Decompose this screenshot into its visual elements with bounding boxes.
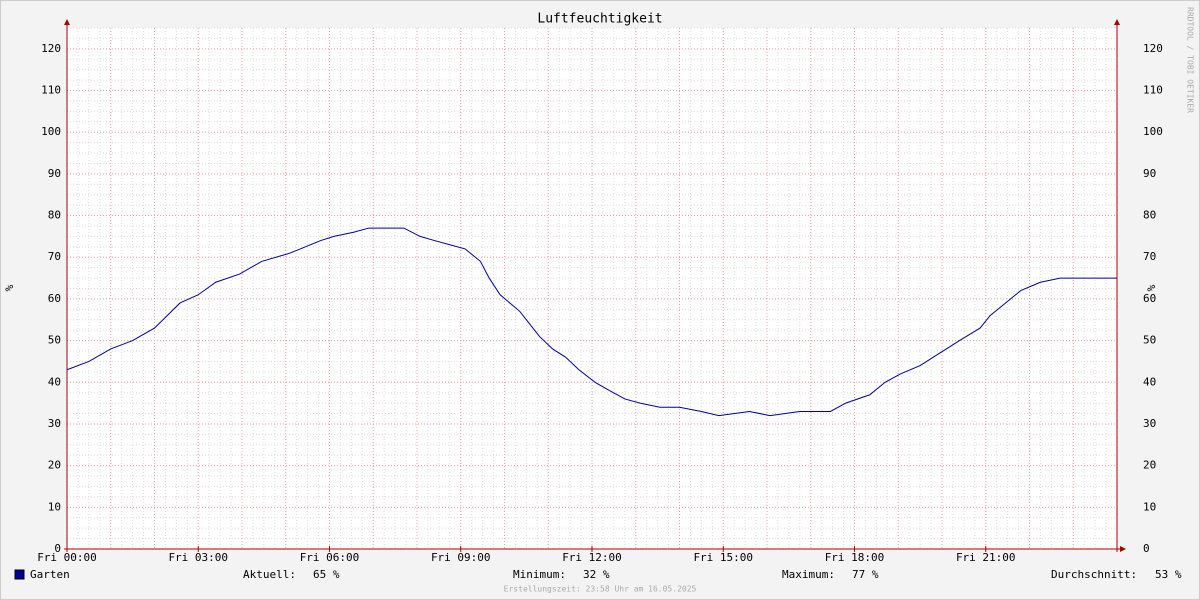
y-tick-label: 80 [48, 209, 61, 222]
x-tick-label: Fri 03:00 [168, 551, 228, 564]
y-tick-label: 30 [48, 417, 61, 430]
y-tick-label-right: 10 [1143, 500, 1156, 513]
y-tick-label-right: 110 [1143, 84, 1163, 97]
x-tick-label: Fri 09:00 [431, 551, 491, 564]
y-tick-label: 60 [48, 292, 61, 305]
y-tick-label-right: 70 [1143, 250, 1156, 263]
footer: Erstellungszeit: 23:58 Uhr am 16.05.2025 [504, 585, 697, 594]
y-tick-label-right: 100 [1143, 125, 1163, 138]
legend-entry: Garten [30, 568, 70, 581]
watermark: RRDTOOL / TOBI OETIKER [1186, 7, 1195, 113]
y-tick-label: 20 [48, 459, 61, 472]
y-tick-label-right: 50 [1143, 334, 1156, 347]
y-tick-label: 10 [48, 500, 61, 513]
stat-label: Maximum: [782, 568, 835, 581]
y-tick-label: 100 [41, 125, 61, 138]
y-tick-label-right: 30 [1143, 417, 1156, 430]
stat-value: 65 % [313, 568, 340, 581]
y-tick-label-right: 40 [1143, 375, 1156, 388]
x-tick-label: Fri 12:00 [562, 551, 622, 564]
grid [66, 27, 1118, 552]
y-tick-label-right: 120 [1143, 42, 1163, 55]
stat-label: Minimum: [513, 568, 566, 581]
y-tick-label: 90 [48, 167, 61, 180]
stat-value: 77 % [852, 568, 879, 581]
y-tick-label: 40 [48, 375, 61, 388]
y-tick-label: 70 [48, 250, 61, 263]
legend-swatch [14, 569, 25, 580]
x-tick-label: Fri 21:00 [956, 551, 1016, 564]
y-tick-label-right: 80 [1143, 209, 1156, 222]
y-tick-label-right: 90 [1143, 167, 1156, 180]
axis-arrow [1120, 546, 1126, 552]
x-tick-label: Fri 15:00 [693, 551, 753, 564]
stat-label: Durchschnitt: [1051, 568, 1137, 581]
x-tick-label: Fri 00:00 [37, 551, 97, 564]
axis-arrow [1114, 19, 1120, 25]
stat-value: 32 % [583, 568, 610, 581]
y-tick-label: 50 [48, 334, 61, 347]
y-tick-label-right: 0 [1143, 542, 1150, 555]
stat-value: 53 % [1155, 568, 1182, 581]
y-tick-label: 0 [54, 542, 61, 555]
x-tick-label: Fri 06:00 [300, 551, 360, 564]
axis-arrow [64, 19, 70, 25]
data-line [66, 227, 1117, 417]
y-tick-label-right: 60 [1143, 292, 1156, 305]
chart-title: Luftfeuchtigkeit [537, 12, 662, 27]
y-tick-label-right: 20 [1143, 459, 1156, 472]
y-axis-label-right: % [1145, 284, 1158, 291]
x-tick-label: Fri 18:00 [825, 551, 885, 564]
y-tick-label: 110 [41, 84, 61, 97]
y-tick-label: 120 [41, 42, 61, 55]
marks [66, 227, 1117, 417]
y-axis-label: % [3, 284, 16, 291]
stat-label: Aktuell: [243, 568, 296, 581]
